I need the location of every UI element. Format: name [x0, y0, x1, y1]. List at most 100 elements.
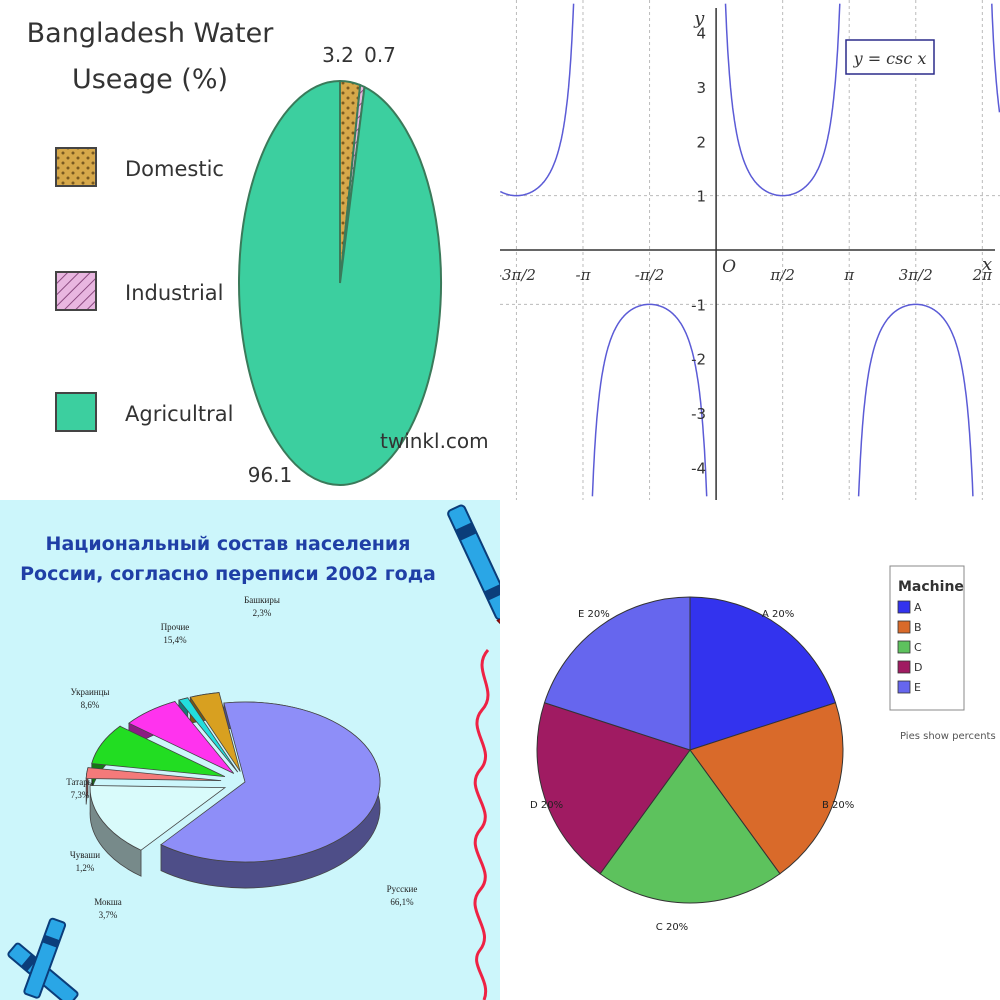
- legend-label-d: D: [914, 661, 922, 674]
- slice-value-label-1: 15,4%: [163, 635, 187, 645]
- legend-swatch-domestic: [55, 147, 97, 187]
- y-tick-label-2: -2: [691, 351, 706, 369]
- value-labels: 3.2 0.7 96.1: [248, 43, 396, 487]
- pie-slices: [238, 79, 442, 486]
- csc-branch-3: [857, 303, 974, 497]
- bangladesh-pie-svg: Bangladesh Water Useage (%) Domestic Indu…: [27, 18, 489, 487]
- csc-branch-2: [724, 3, 841, 197]
- slice-name-label-0: Русские: [387, 884, 418, 894]
- russia-population-chart: Национальный состав населения России, со…: [0, 500, 500, 1000]
- origin-label: O: [722, 257, 736, 277]
- value-label-domestic: 3.2: [322, 43, 354, 67]
- crayon-bundle-icon: [7, 917, 79, 1000]
- formula-label: y = csc x: [853, 49, 927, 68]
- y-axis-label: y: [693, 8, 705, 29]
- slice-name-label-5: Чуваши: [70, 850, 100, 860]
- slice-value-label-6: 3,7%: [99, 910, 118, 920]
- legend-swatch-b: [897, 620, 911, 634]
- tick-labels: -3π/2 -π -π/2 π/2 π 3π/2 2π -4 -3 -2 -1 1 2 3 4: [500, 25, 993, 478]
- legend-label-c: C: [914, 641, 922, 654]
- slice-top-0: [160, 701, 381, 863]
- slice-name-label-6: Мокша: [94, 897, 122, 907]
- legend-label-domestic: Domestic: [125, 157, 224, 181]
- formula-box: [845, 39, 935, 75]
- slice-d: [536, 702, 691, 875]
- legend-label-b: B: [914, 621, 922, 634]
- squiggle-line: [473, 648, 490, 1000]
- russia-pie-svg: Национальный состав населения России, со…: [7, 504, 500, 1000]
- value-label-industrial: 0.7: [364, 43, 396, 67]
- slice-top-4: [128, 701, 235, 774]
- value-label-agricultral: 96.1: [248, 463, 293, 487]
- slice-value-label-3: 8,6%: [81, 700, 100, 710]
- slice-labels: A 20% B 20% C 20% D 20% E 20%: [530, 609, 854, 933]
- csc-branch-1: [591, 303, 708, 497]
- y-tick-label-1: -3: [691, 405, 706, 423]
- pie-slices: [85, 692, 381, 889]
- slice-value-label-5: 1,2%: [76, 863, 95, 873]
- x-tick-label-0: -3π/2: [500, 266, 536, 284]
- slice-e: [543, 596, 691, 751]
- slice-label-c: C 20%: [656, 922, 688, 933]
- slice-top-2: [85, 767, 222, 782]
- x-tick-label-5: 3π/2: [899, 266, 933, 284]
- legend-label-e: E: [914, 681, 921, 694]
- chart-title-line1: Национальный состав населения: [46, 533, 411, 555]
- slice-c: [599, 749, 781, 904]
- slice-label-e: E 20%: [578, 609, 610, 620]
- slice-value-label-4: 7,3%: [71, 790, 90, 800]
- y-tick-label-6: 3: [697, 79, 707, 97]
- slice-top-6: [189, 692, 241, 772]
- slice-label-a: A 20%: [762, 609, 794, 620]
- legend-label-a: A: [914, 601, 922, 614]
- slice-agricultral: [238, 79, 442, 486]
- x-tick-label-1: -π: [576, 266, 592, 284]
- slice-label-d: D 20%: [530, 800, 563, 811]
- bangladesh-water-chart: Bangladesh Water Useage (%) Domestic Indu…: [0, 0, 500, 500]
- legend-swatch-c: [897, 640, 911, 654]
- slice-value-label-2: 2,3%: [253, 608, 272, 618]
- watermark: twinkl.com: [380, 429, 489, 453]
- x-tick-label-4: π: [843, 266, 855, 284]
- legend-label-agricultral: Agricultral: [125, 402, 233, 426]
- slice-label-b: B 20%: [822, 800, 854, 811]
- y-tick-label-5: 2: [697, 133, 707, 151]
- pie-slices: [536, 596, 844, 904]
- slice-labels: Русские 66,1% Прочие 15,4% Башкиры 2,3% Украин…: [66, 595, 417, 920]
- slice-name-label-4: Татары: [66, 777, 94, 787]
- slice-name-label-3: Украинцы: [71, 687, 110, 697]
- slice-name-label-2: Башкиры: [244, 595, 280, 605]
- legend-label-industrial: Industrial: [125, 281, 224, 305]
- slice-b: [689, 702, 844, 875]
- legend-swatch-e: [897, 680, 911, 694]
- chart-title-line2: Useage (%): [72, 64, 228, 95]
- slice-top-3: [91, 725, 226, 777]
- legend: Domestic Industrial Agricultral: [55, 147, 233, 432]
- legend-swatch-d: [897, 660, 911, 674]
- slice-a: [689, 596, 837, 751]
- slice-name-label-1: Прочие: [161, 622, 190, 632]
- x-tick-label-2: -π/2: [635, 266, 665, 284]
- legend-title: Machine: [898, 579, 964, 595]
- x-axis-label: x: [982, 254, 992, 275]
- chart-note: Pies show percents: [900, 731, 996, 742]
- csc-graph-svg: x y O -3π/2 -π -π/2 π/2 π 3π/2 2π -4 -3 -2 -1 1 2 3 4 y …: [500, 0, 1000, 500]
- y-tick-label-7: 4: [697, 25, 707, 43]
- csc-branch-0: [500, 3, 575, 197]
- x-tick-label-3: π/2: [769, 266, 794, 284]
- slice-value-label-0: 66,1%: [390, 897, 414, 907]
- y-tick-label-3: -1: [691, 296, 706, 314]
- csc-branch-4: [991, 3, 1000, 113]
- slice-top-1: [89, 785, 227, 851]
- y-tick-label-4: 1: [697, 188, 707, 206]
- slice-top-5: [178, 697, 239, 773]
- axes: x y O: [500, 8, 995, 500]
- y-tick-label-0: -4: [691, 459, 706, 477]
- curve-branches: [500, 3, 1000, 497]
- legend-swatch-agricultral: [55, 392, 97, 432]
- chart-title-line1: Bangladesh Water: [27, 18, 275, 49]
